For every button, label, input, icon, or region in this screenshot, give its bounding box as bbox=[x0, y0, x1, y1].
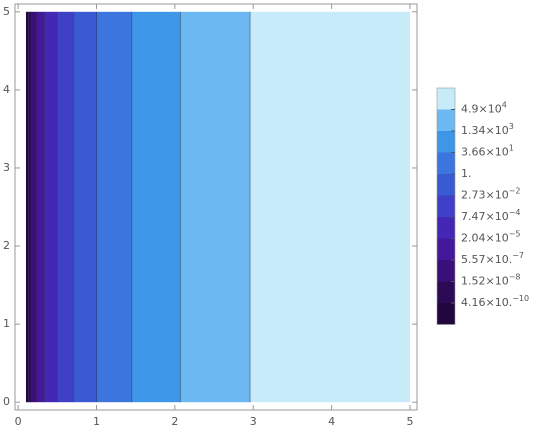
legend-label-base: 2.04×10 bbox=[461, 232, 509, 245]
legend-label: 4.9×104 bbox=[461, 100, 507, 116]
legend-label-exp: −7 bbox=[512, 251, 524, 260]
legend-swatch bbox=[437, 217, 455, 239]
legend-label-exp: −5 bbox=[509, 229, 521, 238]
legend-label: 2.73×10−2 bbox=[461, 186, 521, 202]
legend-label: 1.34×103 bbox=[461, 122, 514, 138]
x-tick-label: 1 bbox=[93, 415, 100, 428]
legend-swatch bbox=[437, 238, 455, 260]
contour-band bbox=[44, 11, 58, 403]
contour-band bbox=[180, 11, 251, 403]
legend-label-exp: −4 bbox=[509, 208, 521, 217]
y-tick-label: 3 bbox=[3, 161, 10, 174]
legend-swatch bbox=[437, 88, 455, 110]
legend-swatch bbox=[437, 109, 455, 131]
legend-label-base: 5.57×10. bbox=[461, 253, 512, 266]
legend-label-exp: −8 bbox=[509, 272, 521, 281]
x-tick-label: 5 bbox=[406, 415, 413, 428]
legend-frame bbox=[436, 87, 456, 325]
legend-swatch bbox=[437, 195, 455, 217]
y-tick-label: 5 bbox=[3, 5, 10, 18]
y-tick-label: 0 bbox=[3, 395, 10, 408]
legend-label-base: 1.52×10 bbox=[461, 275, 509, 288]
contour-band bbox=[250, 11, 410, 403]
legend-label-exp: 1 bbox=[509, 143, 514, 152]
legend-label: 5.57×10.−7 bbox=[461, 251, 524, 267]
legend-label: 2.04×10−5 bbox=[461, 229, 521, 245]
legend-swatch bbox=[437, 260, 455, 282]
y-tick-label: 4 bbox=[3, 83, 10, 96]
legend-label-exp: −2 bbox=[509, 186, 521, 195]
legend-label-base: 7.47×10 bbox=[461, 210, 509, 223]
legend-label-base: 1.34×10 bbox=[461, 124, 509, 137]
contour-band bbox=[31, 11, 37, 403]
contour-band bbox=[57, 11, 74, 403]
legend-label-base: 3.66×10 bbox=[461, 146, 509, 159]
legend-swatch bbox=[437, 303, 455, 325]
x-tick-label: 2 bbox=[171, 415, 178, 428]
legend-swatch bbox=[437, 152, 455, 174]
contour-band bbox=[36, 11, 45, 403]
legend-label-base: 4.16×10. bbox=[461, 296, 512, 309]
legend-label: 7.47×10−4 bbox=[461, 208, 521, 224]
legend-label: 1. bbox=[461, 167, 472, 180]
legend-swatch bbox=[437, 131, 455, 153]
x-tick-label: 4 bbox=[328, 415, 335, 428]
y-tick-label: 1 bbox=[3, 317, 10, 330]
contour-band bbox=[28, 11, 32, 403]
contour-band bbox=[25, 11, 29, 403]
contour-band bbox=[96, 11, 132, 403]
legend-swatch bbox=[437, 174, 455, 196]
legend-label-exp: −10 bbox=[512, 294, 529, 303]
legend-label: 3.66×101 bbox=[461, 143, 514, 159]
legend-label: 4.16×10.−10 bbox=[461, 294, 529, 310]
plot-frame bbox=[14, 3, 418, 411]
legend-label: 1.52×10−8 bbox=[461, 272, 521, 288]
legend-label-base: 2.73×10 bbox=[461, 189, 509, 202]
legend-label-base: 1. bbox=[461, 167, 472, 180]
legend-label-exp: 4 bbox=[502, 100, 507, 109]
contour-band bbox=[131, 11, 181, 403]
x-tick-label: 0 bbox=[15, 415, 22, 428]
legend-label-base: 4.9×10 bbox=[461, 103, 502, 116]
contour-band bbox=[73, 11, 97, 403]
x-tick-label: 3 bbox=[250, 415, 257, 428]
legend-swatch bbox=[437, 281, 455, 303]
legend-label-exp: 3 bbox=[509, 122, 514, 131]
y-tick-label: 2 bbox=[3, 239, 10, 252]
